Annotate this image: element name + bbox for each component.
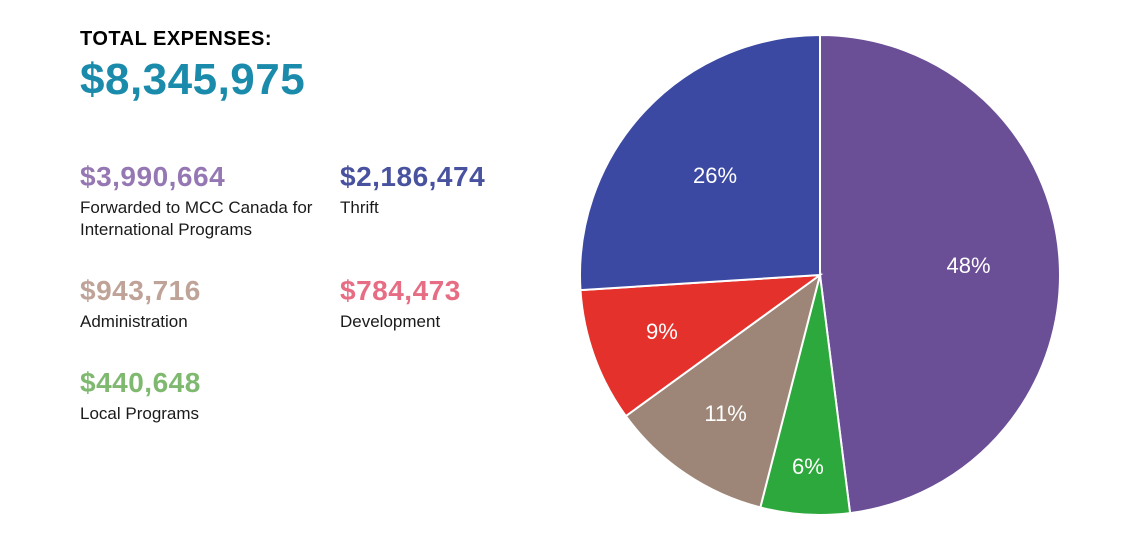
expense-item-value: $943,716	[80, 275, 320, 307]
expense-item-value: $3,990,664	[80, 161, 320, 193]
pie-slice-label: 48%	[946, 253, 990, 279]
expense-item-label: Local Programs	[80, 403, 320, 425]
expense-item-label: Administration	[80, 311, 320, 333]
expense-item: $943,716 Administration	[80, 275, 320, 333]
pie-slice	[820, 35, 1060, 513]
pie-slice-label: 6%	[792, 454, 824, 480]
expense-item-label: Forwarded to MCC Canada for Internationa…	[80, 197, 320, 241]
pie-chart: 48% 6% 11% 9% 26%	[580, 35, 1060, 515]
expense-items-grid: $3,990,664 Forwarded to MCC Canada for In…	[80, 161, 570, 425]
expense-item-value: $2,186,474	[340, 161, 540, 193]
expense-item: $2,186,474 Thrift	[340, 161, 540, 241]
right-column: 48% 6% 11% 9% 26%	[570, 0, 1133, 537]
total-expenses-value: $8,345,975	[80, 55, 570, 105]
expense-item-label: Thrift	[340, 197, 540, 219]
expense-item-label: Development	[340, 311, 540, 333]
left-column: TOTAL EXPENSES: $8,345,975 $3,990,664 For…	[0, 0, 570, 537]
expenses-infographic: TOTAL EXPENSES: $8,345,975 $3,990,664 For…	[0, 0, 1133, 537]
pie-slice-label: 26%	[693, 163, 737, 189]
expense-item: $3,990,664 Forwarded to MCC Canada for In…	[80, 161, 320, 241]
expense-item-value: $784,473	[340, 275, 540, 307]
expense-item: $440,648 Local Programs	[80, 367, 320, 425]
expense-item-value: $440,648	[80, 367, 320, 399]
pie-slice-label: 9%	[646, 319, 678, 345]
pie-slice-label: 11%	[704, 401, 746, 427]
total-expenses-label: TOTAL EXPENSES:	[80, 28, 570, 51]
expense-item: $784,473 Development	[340, 275, 540, 333]
